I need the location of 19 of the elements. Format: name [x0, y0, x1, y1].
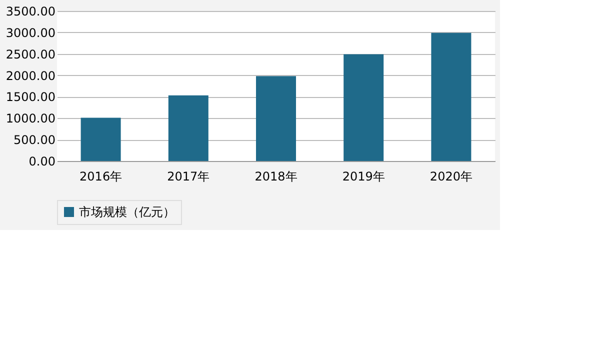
y-tick-label: 2000.00	[6, 68, 56, 83]
y-tick-label: 1500.00	[6, 90, 56, 104]
x-tick-label: 2020年	[430, 170, 472, 184]
y-tick-label: 1000.00	[6, 112, 56, 126]
x-tick-label: 2019年	[342, 170, 385, 184]
legend-label: 市场规模（亿元）	[79, 205, 175, 219]
y-tick-label: 3500.00	[6, 4, 56, 18]
y-tick-label: 500.00	[14, 133, 56, 148]
y-tick-label: 2500.00	[6, 47, 56, 62]
bar	[168, 95, 208, 161]
bar	[431, 32, 472, 161]
x-tick-label: 2017年	[167, 170, 210, 184]
y-tick-label: 3000.00	[6, 26, 56, 40]
bar	[344, 54, 384, 161]
x-tick-label: 2018年	[254, 170, 298, 184]
y-tick-label: 0.00	[28, 154, 56, 168]
x-tick-label: 2016年	[80, 170, 122, 184]
bar	[80, 118, 121, 161]
bar	[256, 76, 296, 161]
